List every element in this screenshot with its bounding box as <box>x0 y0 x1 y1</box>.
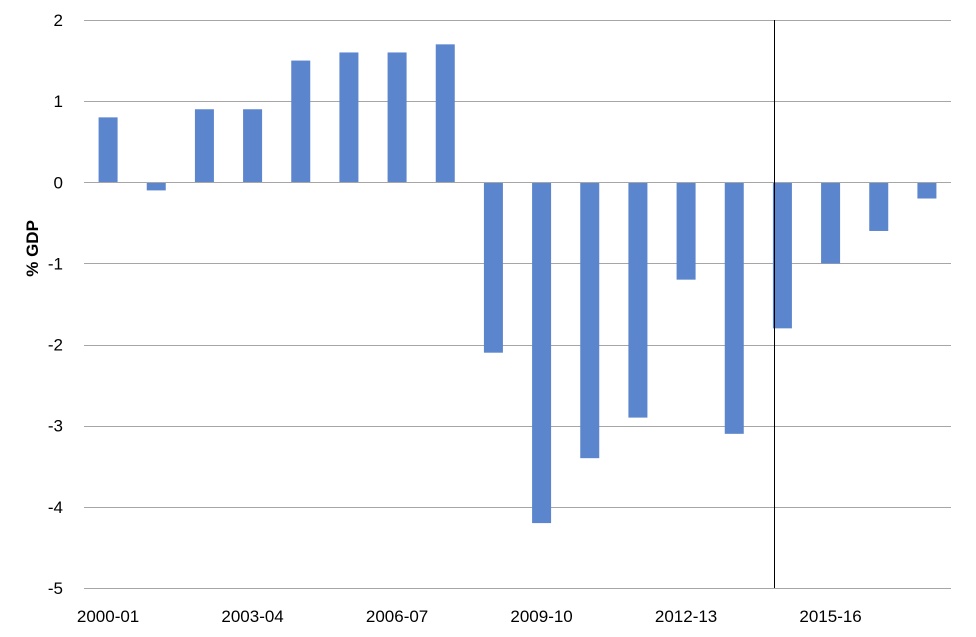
bar <box>243 109 263 183</box>
x-axis-tick-labels: 2000-01 2003-04 2006-07 2009-10 2012-13 2015-… <box>77 607 862 626</box>
y-tick-label: -2 <box>48 336 63 355</box>
bar <box>532 182 552 524</box>
y-tick-label: -1 <box>48 254 63 273</box>
y-axis-title: % GDP <box>23 220 42 277</box>
bar <box>676 182 696 280</box>
x-tick-label: 2006-07 <box>366 607 428 626</box>
bar <box>917 182 937 199</box>
x-tick-label: 2015-16 <box>799 607 861 626</box>
bar <box>772 182 792 329</box>
y-tick-label: -5 <box>48 579 63 598</box>
bar <box>291 60 311 183</box>
y-tick-label: -3 <box>48 417 63 436</box>
bar <box>821 182 841 264</box>
bar <box>387 52 407 183</box>
bar <box>580 182 600 459</box>
y-axis-tick-labels: 2 1 0 -1 -2 -3 -4 -5 <box>48 11 63 598</box>
y-tick-label: 1 <box>54 92 63 111</box>
y-tick-label: -4 <box>48 498 63 517</box>
y-tick-label: 2 <box>54 11 63 30</box>
bar <box>869 182 889 231</box>
gridlines <box>84 20 951 589</box>
x-tick-label: 2012-13 <box>655 607 717 626</box>
x-tick-label: 2003-04 <box>221 607 283 626</box>
y-tick-label: 0 <box>54 173 63 192</box>
bar <box>98 117 118 183</box>
x-tick-label: 2009-10 <box>510 607 572 626</box>
bar <box>146 182 166 191</box>
bar <box>339 52 359 183</box>
x-tick-label: 2000-01 <box>77 607 139 626</box>
bar <box>724 182 744 434</box>
bar <box>628 182 648 418</box>
bar <box>194 109 214 183</box>
bar <box>435 44 455 183</box>
bar <box>483 182 503 353</box>
bar-series <box>98 44 937 524</box>
